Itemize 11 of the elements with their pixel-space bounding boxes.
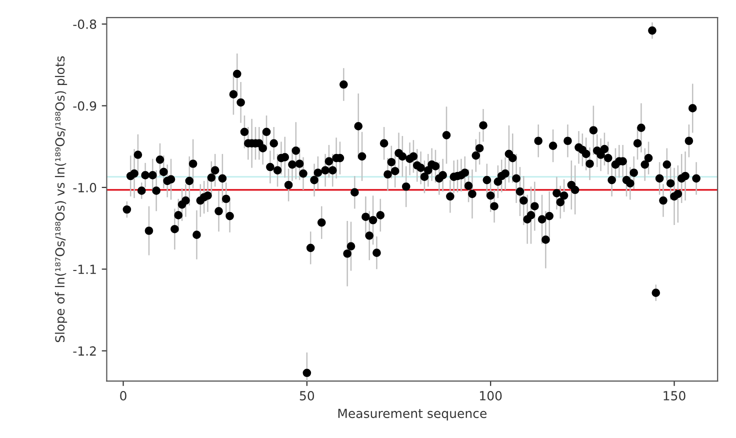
y-tick-label: -0.8 [73, 20, 96, 29]
y-axis-title: Slope of ln(¹⁸⁷Os/¹⁸⁸Os) vs ln(¹⁸⁹Os/¹⁸⁸Os) plots [54, 56, 68, 342]
y-tick-label: -0.9 [73, 101, 96, 111]
y-tick-label: -1.0 [73, 182, 96, 192]
x-tick-label: 50 [300, 391, 314, 400]
y-tick-label: -1.1 [73, 264, 96, 274]
x-tick-label: 0 [120, 391, 126, 400]
x-tick-label: 150 [664, 391, 686, 400]
x-axis-title: Measurement sequence [338, 408, 487, 421]
y-tick-label: -1.2 [73, 346, 96, 356]
x-tick-label: 100 [480, 391, 502, 400]
